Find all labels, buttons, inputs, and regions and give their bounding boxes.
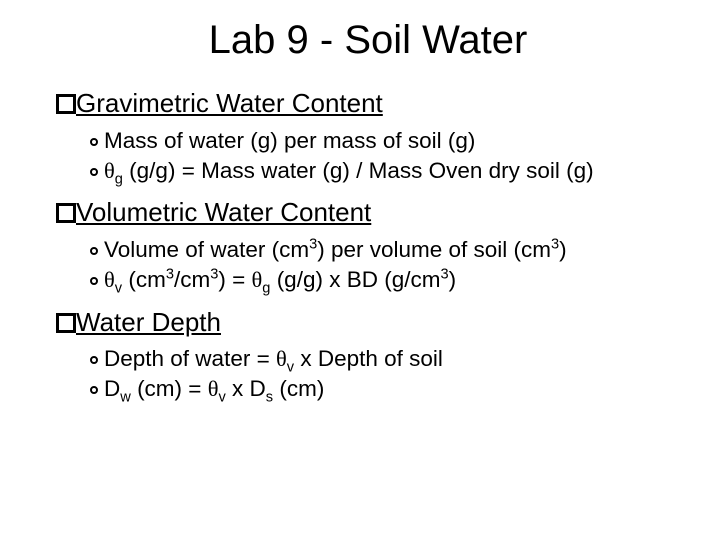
list-item: θv (cm3/cm3) = θg (g/g) x BD (g/cm3): [90, 265, 680, 295]
slide-title: Lab 9 - Soil Water: [56, 18, 680, 63]
ring-bullet-icon: [90, 247, 98, 255]
theta-symbol: θ: [104, 158, 115, 183]
subscript: v: [115, 281, 122, 297]
item-text: ) =: [218, 267, 251, 292]
item-text: /cm: [174, 267, 210, 292]
ring-bullet-icon: [90, 138, 98, 146]
ring-bullet-icon: [90, 356, 98, 364]
theta-symbol: θ: [208, 376, 219, 401]
item-text: (cm: [122, 267, 166, 292]
list-item: Depth of water = θv x Depth of soil: [90, 344, 680, 374]
item-text: (g/g) = Mass water (g) / Mass Oven dry s…: [123, 158, 594, 183]
ring-bullet-icon: [90, 168, 98, 176]
section-heading-volumetric: Volumetric Water Content: [56, 196, 680, 229]
heading-text: Gravimetric Water Content: [76, 88, 383, 118]
theta-symbol: θ: [104, 267, 115, 292]
section-heading-gravimetric: Gravimetric Water Content: [56, 87, 680, 120]
item-text: ): [449, 267, 457, 292]
item-text: ) per volume of soil (cm: [317, 237, 551, 262]
superscript: 3: [440, 267, 448, 283]
item-text: x Depth of soil: [294, 346, 443, 371]
theta-symbol: θ: [252, 267, 263, 292]
item-text: D: [104, 376, 120, 401]
item-text: ): [559, 237, 567, 262]
sub-list-volumetric: Volume of water (cm3) per volume of soil…: [90, 235, 680, 296]
subscript: v: [218, 390, 225, 406]
item-text: x D: [226, 376, 266, 401]
subscript: w: [120, 390, 131, 406]
ring-bullet-icon: [90, 386, 98, 394]
sub-list-gravimetric: Mass of water (g) per mass of soil (g) θ…: [90, 126, 680, 187]
list-item: θg (g/g) = Mass water (g) / Mass Oven dr…: [90, 156, 680, 186]
ring-bullet-icon: [90, 277, 98, 285]
slide: Lab 9 - Soil Water Gravimetric Water Con…: [0, 0, 720, 540]
list-item: Dw (cm) = θv x Ds (cm): [90, 374, 680, 404]
square-bullet-icon: [56, 203, 76, 223]
subscript: s: [266, 390, 273, 406]
item-text: Depth of water =: [104, 346, 276, 371]
subscript: g: [115, 171, 123, 187]
item-text: Volume of water (cm: [104, 237, 309, 262]
item-text: (g/g) x BD (g/cm: [270, 267, 440, 292]
theta-symbol: θ: [276, 346, 287, 371]
heading-text: Volumetric Water Content: [76, 197, 371, 227]
item-text: Mass of water (g) per mass of soil (g): [104, 128, 475, 153]
subscript: v: [287, 360, 294, 376]
heading-text: Water Depth: [76, 307, 221, 337]
sub-list-water-depth: Depth of water = θv x Depth of soil Dw (…: [90, 344, 680, 405]
square-bullet-icon: [56, 313, 76, 333]
superscript: 3: [166, 267, 174, 283]
section-heading-water-depth: Water Depth: [56, 306, 680, 339]
list-item: Mass of water (g) per mass of soil (g): [90, 126, 680, 156]
list-item: Volume of water (cm3) per volume of soil…: [90, 235, 680, 265]
item-text: (cm) =: [131, 376, 208, 401]
superscript: 3: [551, 236, 559, 252]
superscript: 3: [309, 236, 317, 252]
item-text: (cm): [273, 376, 324, 401]
square-bullet-icon: [56, 94, 76, 114]
